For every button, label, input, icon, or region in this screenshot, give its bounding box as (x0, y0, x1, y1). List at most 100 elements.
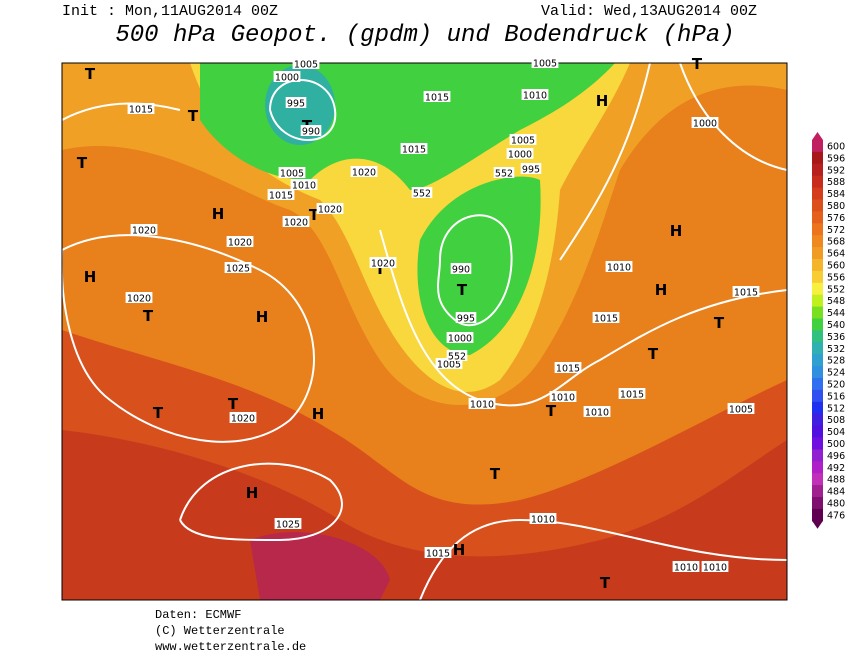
isobar-label-box (529, 513, 557, 524)
isobar-label-box (450, 263, 472, 274)
map-title: 500 hPa Geopot. (gpdm) und Bodendruck (h… (115, 22, 735, 49)
pressure-center: T (309, 206, 320, 224)
scale-swatch (812, 461, 823, 474)
scale-swatch (812, 449, 823, 462)
pressure-center: H (256, 308, 269, 326)
pressure-center: H (655, 281, 668, 299)
valid-time: Valid: Wed,13AUG2014 00Z (541, 3, 758, 20)
pressure-center: T (188, 107, 199, 125)
scale-swatch (812, 163, 823, 177)
scale-swatch (812, 259, 823, 272)
isobar-label: 1020 (228, 238, 252, 249)
isobar-label-box (316, 203, 344, 214)
isobar-label-box (278, 167, 306, 178)
scale-swatch (812, 187, 823, 200)
isobar-label: 1000 (275, 73, 299, 84)
isobar-label-box (285, 97, 307, 108)
isobar-label-box (583, 406, 611, 417)
scale-swatch (812, 401, 823, 415)
scale-swatch (812, 223, 823, 236)
isobar-label-box (300, 125, 322, 136)
pressure-center: T (490, 465, 501, 483)
isobar-label: 1015 (402, 145, 426, 156)
scale-swatch (812, 425, 823, 438)
isobar-label: 1015 (425, 93, 449, 104)
scale-label: 480 (827, 498, 845, 509)
isobar-label: 1000 (693, 119, 717, 130)
isobar-label: 552 (495, 169, 513, 180)
scale-label: 552 (827, 284, 845, 295)
pressure-center: T (457, 281, 468, 299)
scale-label: 508 (827, 415, 845, 426)
isobar-label-box (424, 547, 452, 558)
isobar-label-box (592, 312, 620, 323)
pressure-center: T (648, 345, 659, 363)
scale-label: 592 (827, 165, 845, 176)
scale-label: 500 (827, 439, 845, 450)
isobar-label: 552 (413, 189, 431, 200)
scale-label: 596 (827, 153, 845, 164)
isobar-label: 1015 (620, 390, 644, 401)
scale-swatch (812, 389, 823, 403)
hot-core (250, 532, 390, 600)
scale-label: 512 (827, 403, 845, 414)
isobar-label-box (549, 391, 577, 402)
scale-label: 568 (827, 237, 845, 248)
scale-label: 572 (827, 225, 845, 236)
isobar-label-box (455, 312, 477, 323)
scale-swatch (812, 378, 823, 391)
isobar-label-box (672, 561, 700, 572)
isobar-label-box (273, 71, 301, 82)
isobar-label-box (446, 350, 468, 361)
scale-label: 556 (827, 272, 845, 283)
isobar-label-box (618, 388, 646, 399)
isobar-label-box (369, 257, 397, 268)
isobar-label: 1010 (531, 515, 555, 526)
scale-label: 524 (827, 368, 845, 379)
scale-swatch (812, 140, 823, 153)
isobar-label: 1015 (556, 364, 580, 375)
isobar-label-box (226, 236, 254, 247)
isobar-label-box (727, 403, 755, 414)
scale-label: 584 (827, 189, 845, 200)
isobar-label-box (130, 224, 158, 235)
isobar-label-box (229, 412, 257, 423)
footer-url: www.wetterzentrale.de (155, 640, 307, 654)
scale-label: 496 (827, 451, 845, 462)
map-field (62, 63, 787, 600)
isobar-label: 1000 (508, 150, 532, 161)
scale-label: 488 (827, 475, 845, 486)
isobar-label: 1015 (269, 191, 293, 202)
pressure-center: H (670, 222, 683, 240)
pressure-center: H (453, 541, 466, 559)
scale-label: 540 (827, 320, 845, 331)
isobar-label: 1010 (292, 181, 316, 192)
isobar-label: 552 (448, 352, 466, 363)
scale-swatch (812, 306, 823, 319)
scale-label: 548 (827, 296, 845, 307)
isobar-label: 1025 (276, 520, 300, 531)
scale-swatch (812, 437, 823, 450)
pressure-center: T (228, 395, 239, 413)
isobar-label: 1020 (231, 414, 255, 425)
isobar-label: 1005 (729, 405, 753, 416)
isobar-label-box (274, 518, 302, 529)
map-frame (61, 62, 788, 601)
pressure-center: T (143, 307, 154, 325)
isobar-label: 990 (452, 265, 470, 276)
scale-label: 492 (827, 463, 845, 474)
isobar-label-box (521, 89, 549, 100)
isobar-label-box (446, 332, 474, 343)
isobar-label: 1020 (318, 205, 342, 216)
scale-bottom-arrow (812, 520, 823, 529)
scale-label: 528 (827, 356, 845, 367)
isobar-label: 1010 (523, 91, 547, 102)
isobar-label-box (554, 362, 582, 373)
scale-label: 576 (827, 213, 845, 224)
scale-swatch (812, 199, 823, 212)
scale-label: 520 (827, 379, 845, 390)
color-scale: 6005965925885845805765725685645605565525… (812, 132, 845, 529)
pressure-center: H (246, 484, 259, 502)
isobar-label: 1010 (703, 563, 727, 574)
